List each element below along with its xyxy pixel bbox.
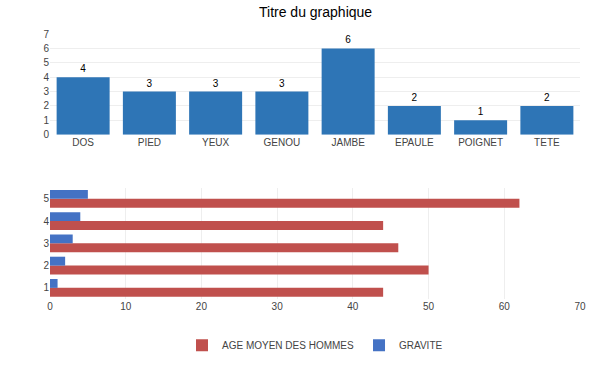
svg-text:2: 2 (411, 92, 417, 103)
svg-text:1: 1 (478, 106, 484, 117)
svg-text:50: 50 (423, 301, 435, 312)
svg-text:5: 5 (43, 57, 49, 68)
svg-text:GRAVITE: GRAVITE (399, 340, 442, 351)
svg-text:5: 5 (43, 193, 49, 204)
svg-text:6: 6 (345, 34, 351, 45)
svg-text:7: 7 (43, 29, 49, 40)
svg-text:2: 2 (43, 100, 49, 111)
svg-text:1: 1 (43, 282, 49, 293)
svg-text:70: 70 (574, 301, 586, 312)
svg-text:3: 3 (43, 86, 49, 97)
svg-text:GENOU: GENOU (264, 137, 301, 148)
svg-text:10: 10 (120, 301, 132, 312)
svg-text:6: 6 (43, 43, 49, 54)
svg-text:30: 30 (272, 301, 284, 312)
svg-text:DOS: DOS (72, 137, 94, 148)
svg-text:TETE: TETE (534, 137, 560, 148)
svg-text:JAMBE: JAMBE (331, 137, 365, 148)
svg-text:Titre du graphique: Titre du graphique (259, 4, 372, 20)
svg-text:1: 1 (43, 115, 49, 126)
svg-text:0: 0 (43, 129, 49, 140)
svg-text:60: 60 (499, 301, 511, 312)
svg-text:4: 4 (43, 72, 49, 83)
svg-text:0: 0 (47, 301, 53, 312)
svg-text:POIGNET: POIGNET (458, 137, 503, 148)
svg-text:3: 3 (43, 238, 49, 249)
svg-text:3: 3 (279, 78, 285, 89)
svg-text:2: 2 (544, 92, 550, 103)
svg-text:3: 3 (213, 78, 219, 89)
svg-text:2: 2 (43, 260, 49, 271)
svg-text:EPAULE: EPAULE (395, 137, 434, 148)
svg-text:AGE MOYEN DES HOMMES: AGE MOYEN DES HOMMES (222, 340, 354, 351)
svg-text:PIED: PIED (138, 137, 161, 148)
svg-text:4: 4 (43, 216, 49, 227)
svg-text:4: 4 (80, 63, 86, 74)
svg-text:40: 40 (347, 301, 359, 312)
svg-text:YEUX: YEUX (202, 137, 230, 148)
svg-text:3: 3 (146, 78, 152, 89)
svg-text:20: 20 (196, 301, 208, 312)
